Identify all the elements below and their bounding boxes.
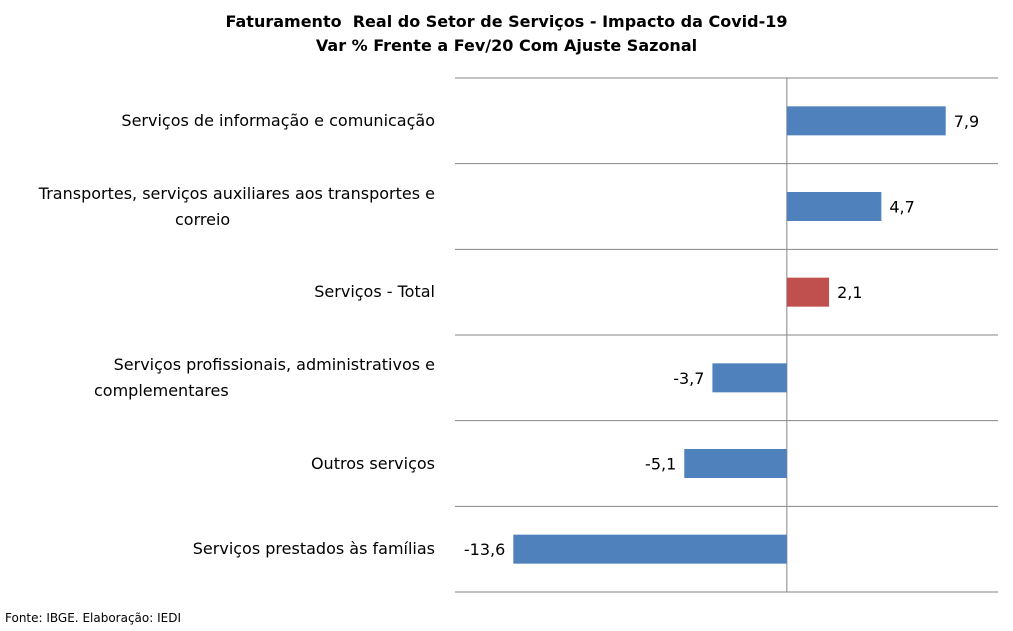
category-label: Transportes, serviços auxiliares aos tra… <box>0 181 435 233</box>
chart-subtitle: Var % Frente a Fev/20 Com Ajuste Sazonal <box>315 36 698 55</box>
chart-title: Faturamento Real do Setor de Serviços - … <box>225 12 788 31</box>
category-label-line: Serviços profissionais, administrativos … <box>113 354 435 374</box>
category-label-line: Serviços prestados às famílias <box>192 539 435 559</box>
category-label-line: Transportes, serviços auxiliares aos tra… <box>38 183 435 203</box>
category-label: Serviços profissionais, administrativos … <box>0 352 435 404</box>
data-label: 2,1 <box>837 283 862 302</box>
bar <box>513 534 787 564</box>
category-label: Serviços prestados às famílias <box>0 536 435 562</box>
data-label: 4,7 <box>889 198 914 217</box>
bar <box>684 449 787 478</box>
bar <box>712 363 787 393</box>
category-label-line: Serviços de informação e comunicação <box>121 110 435 130</box>
data-label: -13,6 <box>464 540 505 559</box>
data-label: -3,7 <box>673 369 704 388</box>
category-label: Serviços - Total <box>0 279 435 305</box>
bar <box>786 277 830 307</box>
data-label: 7,9 <box>954 112 979 131</box>
category-label-line: complementares <box>94 380 229 400</box>
chart-title-block: Faturamento Real do Setor de Serviços - … <box>0 10 1013 58</box>
data-label: -5,1 <box>645 455 676 474</box>
bar <box>786 192 882 221</box>
category-label-line: correio <box>175 209 231 229</box>
category-label: Outros serviços <box>0 451 435 477</box>
category-label-line: Outros serviços <box>310 453 435 473</box>
category-label: Serviços de informação e comunicação <box>0 108 435 134</box>
source-footer: Fonte: IBGE. Elaboração: IEDI <box>5 611 182 625</box>
category-label-line: Serviços - Total <box>314 282 435 302</box>
bar <box>786 106 946 136</box>
